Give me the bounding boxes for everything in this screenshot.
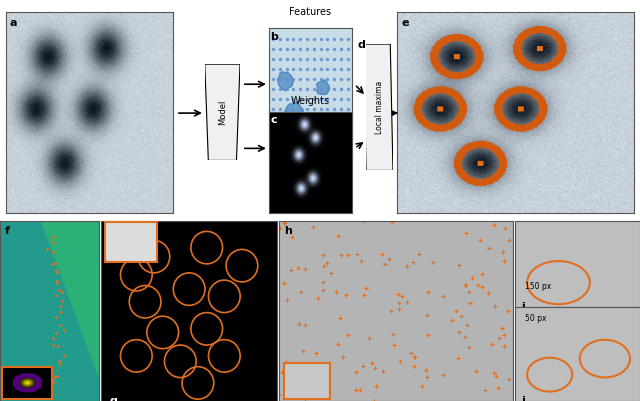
Polygon shape [284,102,304,126]
Text: 42 px: 42 px [284,381,305,390]
Text: f: f [5,226,10,236]
Text: e: e [401,18,409,28]
Text: h: h [284,226,292,236]
Text: g: g [110,395,118,401]
Text: j: j [521,396,525,401]
Text: a: a [10,18,17,28]
Text: Local maxima: Local maxima [375,81,384,134]
Polygon shape [277,71,294,91]
Text: Features: Features [289,8,332,18]
Text: i: i [521,302,525,312]
Text: d: d [357,40,365,50]
Polygon shape [302,113,326,142]
Text: c: c [271,115,277,125]
Text: Weights: Weights [291,96,330,106]
Polygon shape [205,64,240,160]
Text: 40 px: 40 px [5,381,26,390]
Text: 50 px: 50 px [525,314,546,323]
Text: 150 px: 150 px [525,282,551,291]
Polygon shape [317,79,330,95]
Text: Model: Model [218,99,227,125]
Text: b: b [271,32,278,42]
Text: 38 px: 38 px [110,223,131,231]
Polygon shape [364,44,393,170]
